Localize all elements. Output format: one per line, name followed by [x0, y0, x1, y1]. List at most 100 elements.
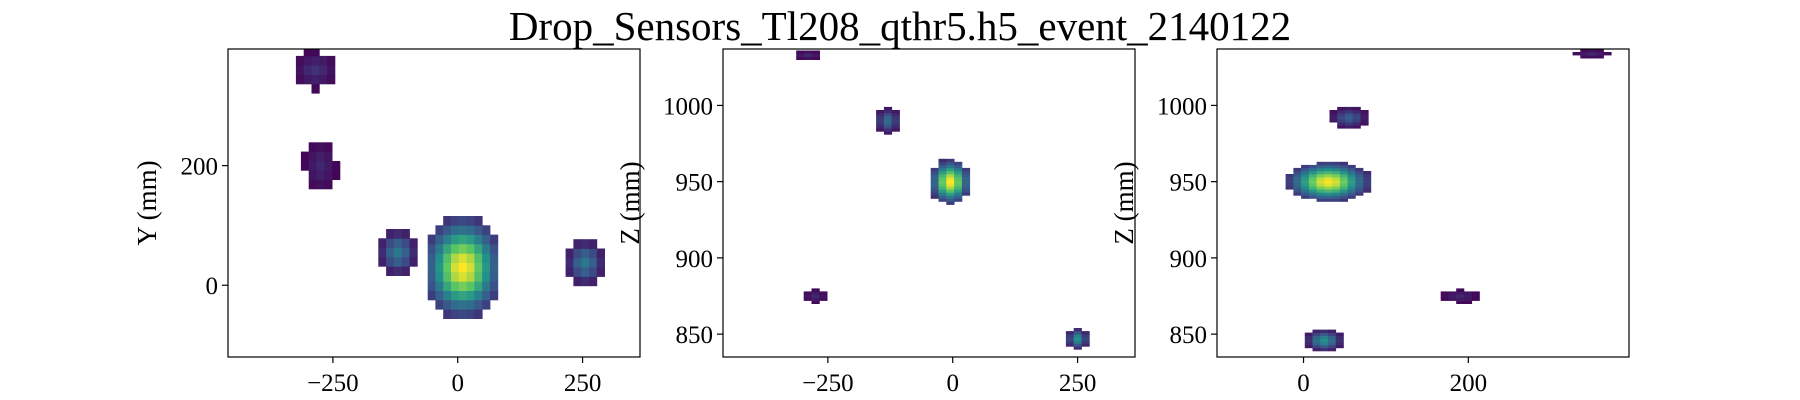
heatmap-cell [930, 177, 939, 181]
heatmap-cell [946, 167, 955, 172]
heatmap-cell [308, 179, 317, 190]
heatmap-cell [938, 180, 947, 184]
heatmap-cell [311, 74, 320, 85]
heatmap-cell [1312, 344, 1321, 349]
heatmap-cell [482, 225, 491, 235]
heatmap-cell [443, 309, 452, 319]
heatmap-cell [435, 299, 444, 310]
heatmap-cell [1464, 300, 1473, 304]
heatmap-cell [1329, 113, 1338, 117]
heatmap-cell [1471, 291, 1480, 295]
heatmap-cell [443, 262, 452, 273]
heatmap-cell [946, 171, 955, 175]
heatmap-cell [946, 198, 955, 202]
heatmap-cell [1073, 328, 1082, 332]
hit-cluster [1065, 328, 1090, 350]
heatmap-cell [1595, 55, 1604, 59]
heatmap-cell [482, 234, 491, 245]
heatmap-cell [324, 151, 333, 162]
heatmap-cell [883, 106, 893, 111]
heatmap-cell [393, 266, 403, 276]
heatmap-cell [954, 198, 963, 202]
heatmap-cell [1332, 164, 1341, 169]
heatmap-cell [1440, 294, 1449, 298]
heatmap-cell [883, 125, 893, 129]
y-tick-label: 950 [1170, 170, 1208, 197]
heatmap-cell [930, 180, 939, 184]
x-tick-label: 200 [1450, 370, 1488, 397]
heatmap-cell [565, 257, 574, 268]
heatmap-cell [891, 113, 900, 117]
heatmap-cell [1301, 167, 1310, 172]
heatmap-cell [458, 290, 467, 301]
heatmap-cell [1308, 174, 1317, 178]
heatmap-cell [319, 55, 328, 66]
heatmap-cell [319, 65, 328, 75]
heatmap-cell [1588, 49, 1597, 53]
y-tick-label: 850 [676, 322, 714, 349]
heatmap-cell [1320, 347, 1329, 352]
heatmap-cell [1456, 291, 1465, 295]
heatmap-cell [1332, 189, 1341, 193]
heatmap-cell [876, 113, 885, 117]
heatmap-cell [409, 257, 418, 267]
heatmap-cell [1081, 331, 1090, 335]
heatmap-cell [458, 253, 467, 263]
heatmap-cell [1345, 125, 1354, 129]
heatmap-cell [401, 238, 410, 248]
heatmap-cell [581, 276, 590, 287]
heatmap-cell [954, 167, 963, 172]
heatmap-cell [1065, 334, 1075, 338]
heatmap-cell [401, 247, 410, 258]
heatmap-cell [1324, 183, 1333, 187]
heatmap-cell [401, 266, 410, 276]
heatmap-cell [1293, 186, 1302, 190]
heatmap-cell [954, 192, 963, 196]
heatmap-cell [1347, 177, 1356, 181]
heatmap-cell [1328, 335, 1337, 340]
y-tick-label: 900 [676, 246, 714, 273]
x-tick-label: 250 [1059, 370, 1097, 397]
heatmap-cell [1324, 177, 1333, 181]
heatmap-cell [443, 253, 452, 263]
heatmap-cell [876, 110, 885, 114]
heatmap-cell [573, 267, 582, 277]
heatmap-cell [946, 180, 955, 184]
heatmap-cell [573, 248, 582, 259]
heatmap-cell [1316, 186, 1325, 190]
heatmap-cell [819, 297, 828, 301]
heatmap-cell [1301, 171, 1310, 175]
heatmap-cell [946, 183, 955, 187]
heatmap-cell [466, 234, 475, 245]
heatmap-cell [466, 299, 475, 310]
heatmap-cell [1081, 337, 1090, 341]
heatmap-cell [1316, 161, 1325, 166]
heatmap-cell [946, 195, 955, 199]
heatmap-cell [1308, 189, 1317, 193]
heatmap-cell [883, 110, 893, 114]
heatmap-cell [1301, 183, 1310, 187]
x-tick-label: −250 [802, 370, 854, 397]
heatmap-cell [596, 267, 605, 277]
heatmap-cell [819, 291, 828, 295]
heatmap-cell [1352, 122, 1361, 126]
heatmap-cell [443, 225, 452, 235]
heatmap-cell [803, 291, 812, 295]
heatmap-cell [427, 262, 436, 273]
heatmap-cell [1588, 55, 1597, 59]
heatmap-cell [316, 170, 325, 180]
heatmap-cell [295, 55, 305, 66]
heatmap-cell [938, 161, 947, 166]
heatmap-cell [1580, 52, 1589, 56]
heatmap-cell [443, 272, 452, 282]
heatmap-cell [876, 122, 885, 126]
heatmap-cell [308, 151, 317, 162]
heatmap-cell [482, 290, 491, 301]
heatmap-cell [796, 50, 805, 54]
heatmap-cell [930, 171, 939, 175]
heatmap-cell [1324, 192, 1333, 196]
heatmap-cell [1081, 340, 1090, 344]
heatmap-cell [1065, 331, 1075, 335]
heatmap-cell [1339, 180, 1348, 184]
heatmap-cell [1316, 174, 1325, 178]
